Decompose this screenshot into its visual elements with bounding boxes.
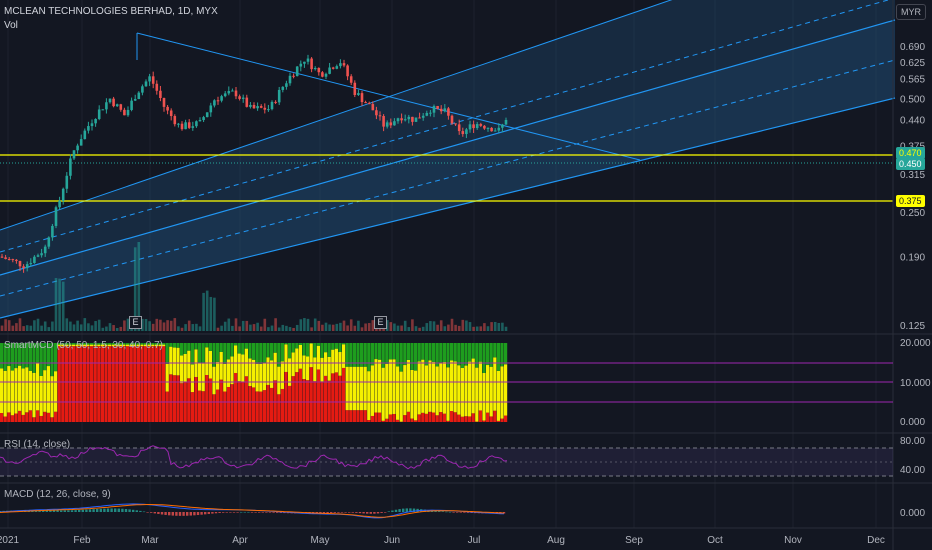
time-label: Nov <box>784 535 802 546</box>
price-tick: 0.440 <box>900 115 925 126</box>
earnings-marker[interactable]: E <box>374 316 387 329</box>
time-label: Mar <box>141 535 159 546</box>
price-tick: 0.250 <box>900 208 925 219</box>
currency-button[interactable]: MYR <box>896 4 926 20</box>
time-label: Aug <box>547 535 565 546</box>
time-label: Sep <box>625 535 643 546</box>
rsi-tick-40: 40.00 <box>900 465 925 476</box>
price-tick: 0.500 <box>900 95 925 106</box>
price-tick: 0.625 <box>900 58 925 69</box>
time-label: Jul <box>468 535 481 546</box>
time-axis[interactable]: 2021 Feb Mar Apr May Jun Jul Aug Sep Oct Nov Dec <box>0 535 885 546</box>
regression-channel[interactable] <box>0 0 896 319</box>
smart-tick-20: 20.000 <box>900 338 931 349</box>
rsi-title[interactable]: RSI (14, close) <box>4 439 71 450</box>
time-label: Jun <box>384 535 400 546</box>
macd-title[interactable]: MACD (12, 26, close, 9) <box>4 489 111 500</box>
time-label: May <box>311 535 330 546</box>
price-candles[interactable] <box>0 54 508 273</box>
time-label: Feb <box>73 535 91 546</box>
price-tick: 0.125 <box>900 321 925 332</box>
price-tick: 0.690 <box>900 42 925 53</box>
channel-inner-fill <box>0 20 895 318</box>
price-tick: 0.190 <box>900 253 925 264</box>
macd-signal-line <box>0 504 505 518</box>
smart-tick-0: 0.000 <box>900 417 925 428</box>
volume-label[interactable]: Vol <box>4 20 18 31</box>
last-price-badge: 0.450 <box>896 158 925 170</box>
smart-tick-10: 10.000 <box>900 378 931 389</box>
price-tick: 0.315 <box>900 170 925 181</box>
time-label: Oct <box>707 535 723 546</box>
macd-tick-0: 0.000 <box>900 508 925 519</box>
price-tick: 0.565 <box>900 75 925 86</box>
resistance-price-badge: 0.470 <box>896 147 925 159</box>
symbol-title[interactable]: MCLEAN TECHNOLOGIES BERHAD, 1D, MYX <box>4 6 218 17</box>
rsi-line <box>0 445 508 470</box>
time-label: Apr <box>232 535 248 546</box>
support-price-badge: 0.375 <box>896 195 925 207</box>
rsi-tick-80: 80.00 <box>900 436 925 447</box>
time-label: Dec <box>867 535 885 546</box>
earnings-marker[interactable]: E <box>129 316 142 329</box>
channel-fill <box>0 0 895 318</box>
smart-mcd-title[interactable]: SmartMCD (50, 50, 1.5, 30, 40, 0.7) <box>4 340 163 351</box>
time-label: 2021 <box>0 535 20 546</box>
